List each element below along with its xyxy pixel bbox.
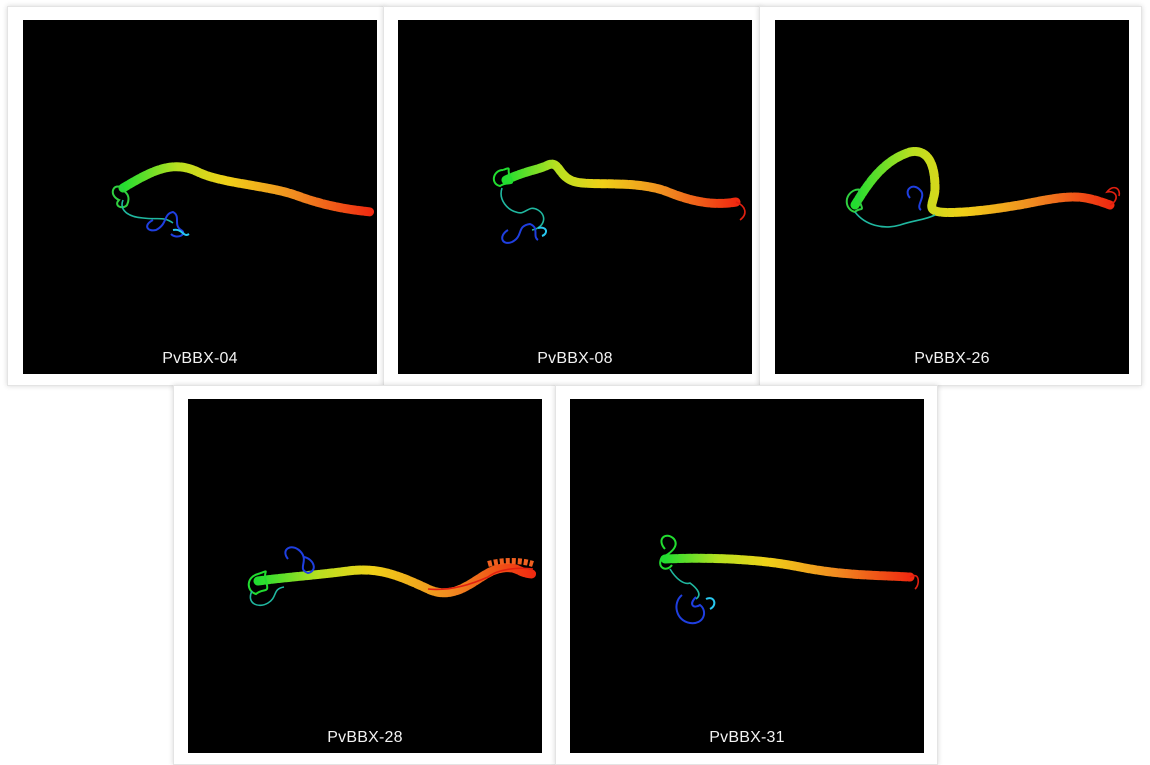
structure-view-04: PvBBX-04 bbox=[23, 20, 377, 374]
protein-ribbon-04 bbox=[111, 162, 376, 238]
structure-panel-28: PvBBX-28 bbox=[173, 385, 556, 765]
protein-ribbon-28 bbox=[247, 546, 538, 607]
structure-panel-31: PvBBX-31 bbox=[555, 385, 938, 765]
protein-ribbon-08 bbox=[492, 159, 746, 244]
structure-view-08: PvBBX-08 bbox=[398, 20, 752, 374]
structure-label: PvBBX-26 bbox=[914, 350, 990, 367]
structure-label: PvBBX-31 bbox=[709, 729, 785, 746]
structure-panel-04: PvBBX-04 bbox=[7, 6, 385, 386]
structure-view-31: PvBBX-31 bbox=[570, 399, 924, 753]
protein-ribbon-26 bbox=[845, 147, 1121, 228]
structure-panel-26: PvBBX-26 bbox=[759, 6, 1142, 386]
structure-view-26: PvBBX-26 bbox=[775, 20, 1129, 374]
structure-panel-08: PvBBX-08 bbox=[383, 6, 761, 386]
structure-label: PvBBX-04 bbox=[162, 350, 238, 367]
structure-label: PvBBX-28 bbox=[327, 729, 403, 746]
structure-view-28: PvBBX-28 bbox=[188, 399, 542, 753]
protein-ribbon-31 bbox=[659, 534, 920, 625]
structure-label: PvBBX-08 bbox=[537, 350, 613, 367]
